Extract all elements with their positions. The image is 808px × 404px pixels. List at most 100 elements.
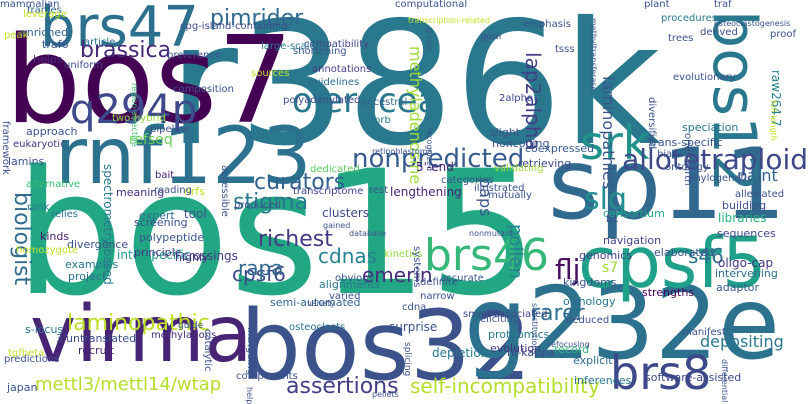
word-refocusing: refocusing xyxy=(548,340,590,349)
word-brs8: brs8 xyxy=(610,346,712,400)
word-helps: helps xyxy=(33,53,63,66)
word-s-locus: s-locus xyxy=(25,323,64,336)
word-retinoblastoma: retinoblastoma xyxy=(372,147,433,156)
word-nonmutant: nonmutant xyxy=(469,229,514,238)
word-explicit: explicit xyxy=(573,354,613,367)
word-obvious: obvious xyxy=(335,273,374,284)
word-principle: principle xyxy=(134,246,182,259)
word-clusters: clusters xyxy=(322,206,370,220)
word-laminopathies: laminopathies xyxy=(599,76,618,190)
word-composition: composition xyxy=(173,84,234,95)
word-cdnas: cdnas xyxy=(318,244,378,268)
word-elaborated: elaborated xyxy=(654,246,714,259)
word-diversified: diversified xyxy=(646,97,657,150)
word-g-rich: g-rich xyxy=(425,28,434,51)
word-accessible: accessible xyxy=(219,165,230,217)
word-retrieving: retrieving xyxy=(518,157,572,170)
word-crossings: crossings xyxy=(182,249,238,263)
word-varied: varied xyxy=(329,291,361,302)
word-r386k: r386k xyxy=(168,0,661,184)
word-region-selective: region-selective xyxy=(130,83,139,147)
word-3-untranslated: 3'untranslated xyxy=(56,332,137,345)
word-q294p: q294p xyxy=(70,87,198,133)
word-rank: rank xyxy=(27,202,50,213)
word-mutually: mutually xyxy=(488,190,532,201)
word-alleviated: alleviated xyxy=(735,189,785,200)
word-prb: prb xyxy=(374,115,391,126)
word-inferences: inferences xyxy=(574,374,632,387)
word-sources: sources xyxy=(251,68,290,79)
word-article: article xyxy=(84,37,116,48)
word-alternative: alternative xyxy=(26,179,81,190)
word-transcription-related: transcription-related xyxy=(408,16,491,25)
word-annotations: annotations xyxy=(312,64,372,75)
word-validating: validating xyxy=(494,163,544,174)
word-compatibility: compatibility xyxy=(304,39,370,50)
word-cpg-island-containing: cpg-island-containing xyxy=(180,21,288,32)
word-large-scale: large-scale xyxy=(261,41,316,52)
word-osteoclasts: osteoclasts xyxy=(289,322,346,333)
word-catalytic: catalytic xyxy=(202,329,213,372)
word-allotetraploid: allotetraploid xyxy=(622,143,808,176)
word-depositing: depositing xyxy=(700,332,784,351)
word-cpsf5: cpsf5 xyxy=(578,222,767,304)
word-framework: framework xyxy=(0,121,11,175)
word-examples: examples xyxy=(65,258,119,271)
word-stigma: stigma xyxy=(233,190,309,215)
word-polyadenylated: polyadenylated xyxy=(283,95,361,106)
word-narrow: narrow xyxy=(420,291,455,302)
word-enriched: enriched xyxy=(20,26,69,39)
word-s46: s46 xyxy=(688,244,724,268)
word-surprise: surprise xyxy=(389,320,438,334)
word-evolution: evolution xyxy=(490,342,542,355)
word-computational: computational xyxy=(395,0,468,10)
word-guide: guide xyxy=(178,321,204,331)
word-deduced: deduced xyxy=(566,315,610,326)
word-ancestral: ancestral xyxy=(361,97,408,108)
word-laminopathic: laminopathic xyxy=(67,311,210,336)
word-shortening: shortening xyxy=(293,46,347,57)
word-two-hybrid: two-hybrid xyxy=(112,113,166,124)
word-g232e: g232e xyxy=(464,265,780,382)
word-screening: screening xyxy=(134,216,188,229)
word-software-assisted: software-assisted xyxy=(645,371,742,384)
word-project: project xyxy=(68,270,107,283)
word-refseq: refseq xyxy=(129,132,173,148)
word-alignments: alignments xyxy=(319,278,381,291)
word-libraries: libraries xyxy=(718,211,767,225)
word-flj: flj xyxy=(555,253,581,286)
word-sequences: sequences xyxy=(717,227,776,240)
word-substitutions: substitutions xyxy=(530,303,539,355)
word-definite: definite xyxy=(420,277,458,288)
word-srk: srk xyxy=(580,116,650,170)
word-strengths: strengths xyxy=(642,286,695,299)
word-orthology: orthology xyxy=(563,295,616,308)
word-proof: proof xyxy=(770,29,796,40)
word-peak: peak xyxy=(4,30,29,41)
word-assertions: assertions xyxy=(286,374,399,399)
word-orfs: orfs xyxy=(184,185,205,198)
word-procedures: procedures xyxy=(661,13,717,24)
word-bos7: bos7 xyxy=(5,12,294,151)
word-database: database xyxy=(349,229,387,238)
word-navigation: navigation xyxy=(603,234,662,247)
word-bos15: bos15 xyxy=(15,133,538,334)
word-brs46: brs46 xyxy=(424,230,549,281)
word-noncoding: noncoding xyxy=(492,137,550,150)
word-illustrated: illustrated xyxy=(474,183,525,194)
word-paint: paint xyxy=(737,166,778,185)
word-s7: s7 xyxy=(602,260,619,276)
word-intervening: intervening xyxy=(715,267,778,280)
word-oleracea: oleracea xyxy=(292,81,439,121)
word-nonpredicted: nonpredicted xyxy=(352,144,525,174)
word-recognized: recognized xyxy=(425,127,434,171)
word-kinds: kinds xyxy=(40,230,70,243)
word-trees: trees xyxy=(668,33,694,44)
word-cdna: cdna xyxy=(402,302,427,313)
word-uniform: uniform xyxy=(64,60,103,71)
word-differential: differential xyxy=(720,359,729,403)
word-polypeptide: polypeptide xyxy=(139,231,205,244)
word-pipeline: pipeline xyxy=(150,124,190,135)
word-guidelines: guidelines xyxy=(308,77,360,88)
word-rnf123: rnf123 xyxy=(55,112,312,202)
